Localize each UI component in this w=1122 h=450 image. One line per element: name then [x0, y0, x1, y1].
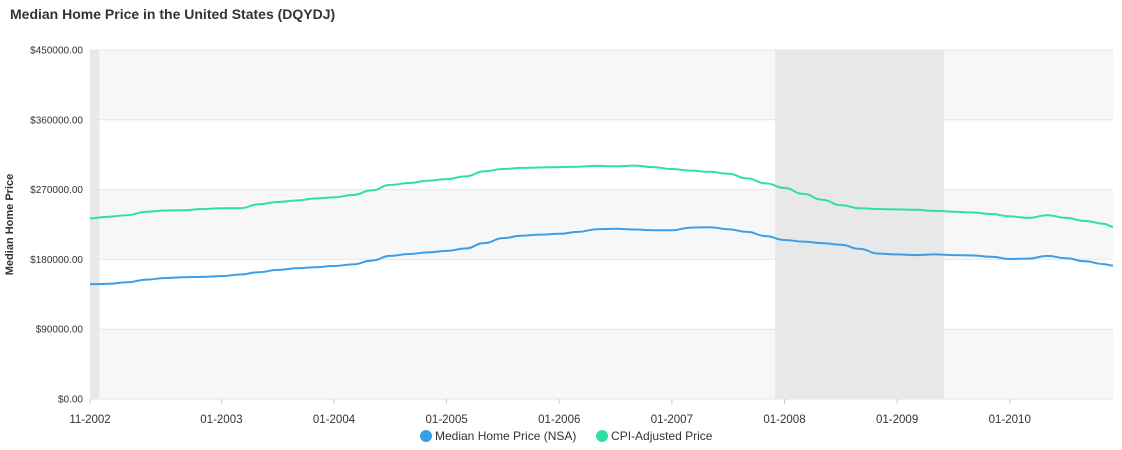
y-axis-ticks: $0.00 $90000.00 $180000.00 $270000.00 $36000… [30, 46, 83, 406]
x-tick-label: 01-2004 [313, 414, 356, 426]
x-tick-label: 01-2008 [763, 414, 805, 426]
y-tick-label: $180000.00 [30, 255, 83, 266]
recession-shading [90, 50, 945, 399]
y-tick-label: $90000.00 [36, 325, 84, 336]
y-axis-label: Median Home Price [4, 174, 16, 275]
plot-background-bands [90, 50, 1113, 399]
legend-label: CPI-Adjusted Price [611, 429, 713, 443]
x-tick-label: 01-2009 [876, 414, 918, 426]
x-tick-label: 01-2006 [538, 414, 580, 426]
series-line [89, 164, 1114, 228]
y-tick-label: $270000.00 [30, 185, 83, 196]
x-tick-label: 11-2002 [69, 414, 110, 426]
plot-band [90, 189, 1113, 260]
x-tick-label: 01-2005 [426, 414, 468, 426]
x-tick-label: 01-2010 [989, 414, 1031, 426]
legend-label: Median Home Price (NSA) [435, 429, 576, 443]
series-lines [89, 164, 1114, 286]
legend-marker [420, 430, 432, 442]
y-tick-label: $360000.00 [30, 115, 83, 126]
x-tick-label: 01-2003 [200, 414, 242, 426]
x-axis-ticks: 11-2002 01-2003 01-2004 01-2005 01-2006 01-20… [69, 399, 1031, 426]
x-tick-label: 01-2007 [651, 414, 693, 426]
plot-band [90, 329, 1113, 399]
recession-band [775, 50, 945, 399]
chart-title: Median Home Price in the United States (… [10, 6, 336, 22]
y-tick-label: $0.00 [58, 395, 83, 406]
y-tick-label: $450000.00 [30, 46, 83, 57]
plot-band [90, 50, 1113, 120]
series-line [89, 226, 1114, 286]
gridlines [90, 49, 1113, 400]
legend: Median Home Price (NSA) CPI-Adjusted Pric… [420, 429, 713, 443]
legend-marker [596, 430, 609, 442]
recession-band [90, 50, 100, 399]
